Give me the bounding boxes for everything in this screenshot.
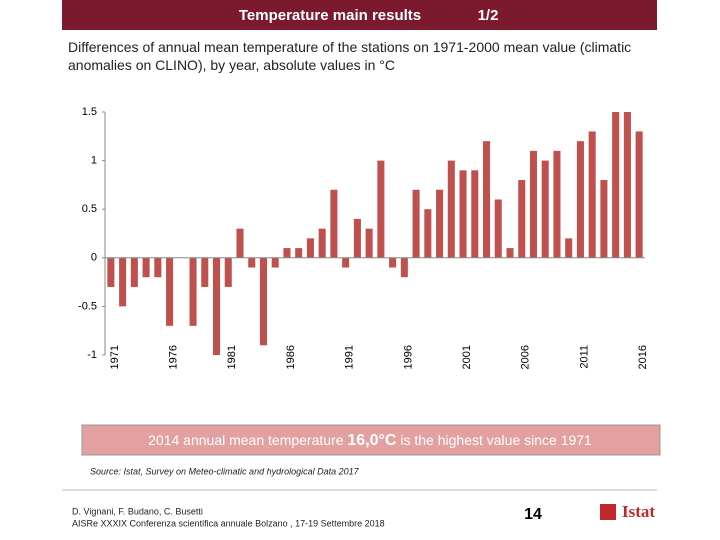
bar bbox=[565, 238, 573, 258]
x-tick-label: 2011 bbox=[578, 345, 590, 369]
bar bbox=[154, 257, 162, 278]
bar bbox=[635, 131, 643, 258]
bar bbox=[271, 257, 279, 268]
bar bbox=[318, 228, 326, 258]
x-tick-label: 1981 bbox=[226, 345, 238, 369]
x-tick-label: 1971 bbox=[109, 345, 121, 369]
header-page: 1/2 bbox=[478, 7, 499, 24]
bar bbox=[306, 238, 314, 258]
bar bbox=[365, 228, 373, 258]
banner-before: 2014 annual mean temperature bbox=[148, 432, 347, 448]
bar bbox=[119, 257, 127, 307]
y-tick-label: 1.5 bbox=[82, 106, 97, 118]
bar bbox=[436, 189, 444, 258]
bar bbox=[248, 257, 256, 268]
bar bbox=[353, 218, 361, 258]
y-tick-label: 0.5 bbox=[82, 203, 97, 215]
bar bbox=[471, 170, 479, 258]
x-tick-label: 1976 bbox=[167, 345, 179, 369]
banner-text: 2014 annual mean temperature 16,0°C is t… bbox=[148, 432, 592, 450]
logo-icon bbox=[600, 504, 616, 520]
bar bbox=[201, 257, 209, 287]
bar bbox=[330, 189, 338, 258]
bar bbox=[189, 257, 197, 326]
bar bbox=[107, 257, 115, 287]
y-tick-label: 1 bbox=[91, 155, 97, 167]
bar bbox=[529, 150, 537, 258]
bar bbox=[612, 112, 620, 258]
x-tick-label: 2001 bbox=[461, 345, 473, 369]
bar bbox=[412, 189, 420, 258]
bar bbox=[588, 131, 596, 258]
x-tick-label: 1986 bbox=[285, 345, 297, 369]
bar bbox=[494, 199, 502, 258]
bar bbox=[576, 141, 584, 258]
y-tick-label: -0.5 bbox=[78, 300, 97, 312]
bar bbox=[142, 257, 150, 278]
x-tick-label: 2006 bbox=[520, 345, 532, 369]
header-bar bbox=[62, 0, 657, 30]
footer-authors: D. Vignani, F. Budano, C. Busetti bbox=[72, 506, 203, 516]
page-number: 14 bbox=[524, 506, 542, 523]
footer-conference: AISRe XXXIX Conferenza scientifica annua… bbox=[72, 518, 385, 528]
bar bbox=[236, 228, 244, 258]
bar bbox=[295, 248, 303, 258]
source: Source: Istat, Survey on Meteo-climatic … bbox=[90, 466, 360, 476]
bar bbox=[224, 257, 232, 287]
bar bbox=[447, 160, 455, 258]
chart: 1.5 1 0.5 0 -0.5 -1 1971 1976 1981 1986 1991 1996 20… bbox=[78, 106, 649, 370]
bar bbox=[623, 112, 631, 258]
bar bbox=[600, 180, 608, 258]
bar bbox=[283, 248, 291, 258]
bar bbox=[400, 257, 408, 278]
bar bbox=[166, 257, 174, 326]
banner bbox=[81, 424, 661, 456]
subtitle: Differences of annual mean temperature o… bbox=[68, 39, 632, 73]
bar bbox=[213, 257, 221, 355]
subtitle-box: Differences of annual mean temperature o… bbox=[68, 39, 632, 73]
logo: Istat bbox=[622, 502, 655, 521]
bar bbox=[518, 180, 526, 258]
bar bbox=[130, 257, 138, 287]
bar bbox=[377, 160, 385, 258]
y-tick-label: -1 bbox=[87, 349, 97, 361]
bar bbox=[483, 141, 491, 258]
bar bbox=[389, 257, 397, 268]
bar bbox=[459, 170, 467, 258]
bar bbox=[541, 160, 549, 258]
banner-after: is the highest value since 1971 bbox=[396, 432, 592, 448]
x-tick-label: 1991 bbox=[344, 345, 356, 369]
x-tick-label: 1996 bbox=[402, 345, 414, 369]
banner-highlight: 16,0°C bbox=[347, 432, 397, 449]
y-tick-label: 0 bbox=[91, 252, 97, 264]
bar bbox=[342, 257, 350, 268]
header-title: Temperature main results bbox=[239, 7, 421, 24]
x-tick-label: 2016 bbox=[637, 345, 649, 369]
bar bbox=[259, 257, 267, 346]
bar bbox=[506, 248, 514, 258]
bar bbox=[424, 209, 432, 258]
bar bbox=[553, 150, 561, 258]
